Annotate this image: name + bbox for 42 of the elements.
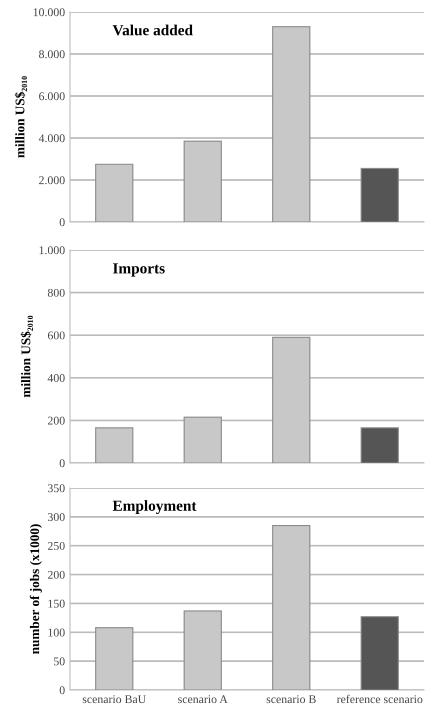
bar	[360, 427, 399, 463]
y-tick-label: 600	[48, 331, 65, 340]
x-tick-label: scenario A	[178, 695, 228, 704]
y-axis-title: number of jobs (x1000)	[30, 524, 42, 654]
text: Imports	[112, 263, 165, 277]
bar	[360, 616, 399, 690]
x-tick-label: scenario B	[266, 695, 316, 704]
y-tick-label: 1.000	[40, 246, 65, 254]
y-tick-label: 200	[48, 570, 65, 579]
bar	[184, 416, 222, 463]
y-tick-label: 200	[48, 416, 65, 425]
y-tick-label: 0	[60, 218, 65, 226]
bar	[272, 26, 310, 222]
y-tick-label: 2.000	[39, 176, 65, 184]
y-tick-label: 150	[48, 600, 65, 608]
bar	[95, 427, 134, 463]
y-tick-label: 10.000	[34, 8, 65, 16]
y-axis-title: million US$₂₀₁₀	[14, 76, 28, 158]
text: Value added	[112, 24, 193, 36]
y-axis-title: million US$₂₀₁₀	[20, 316, 33, 398]
x-tick-label: scenario BaU	[82, 695, 146, 704]
bar	[95, 164, 134, 222]
x-tick-label: reference scenario	[336, 694, 422, 704]
bar	[272, 336, 310, 463]
text: Employment	[112, 500, 196, 514]
y-tick-label: 0	[60, 686, 65, 694]
y-tick-label: 4.000	[38, 134, 65, 142]
y-tick-label: 800	[48, 288, 65, 297]
y-tick-label: 100	[48, 628, 65, 636]
y-tick-label: 0	[60, 459, 65, 468]
y-tick-label: 8.000	[39, 50, 65, 58]
y-tick-label: 400	[48, 374, 65, 382]
y-tick-label: 50	[54, 657, 65, 666]
y-tick-label: 250	[48, 542, 65, 550]
bar	[95, 627, 134, 690]
bar	[184, 610, 222, 690]
y-tick-label: 6.000	[39, 92, 65, 100]
bar	[360, 168, 399, 222]
bar	[184, 140, 222, 222]
bar	[272, 524, 310, 690]
y-tick-label: 300	[48, 513, 65, 522]
y-tick-label: 350	[48, 484, 65, 492]
